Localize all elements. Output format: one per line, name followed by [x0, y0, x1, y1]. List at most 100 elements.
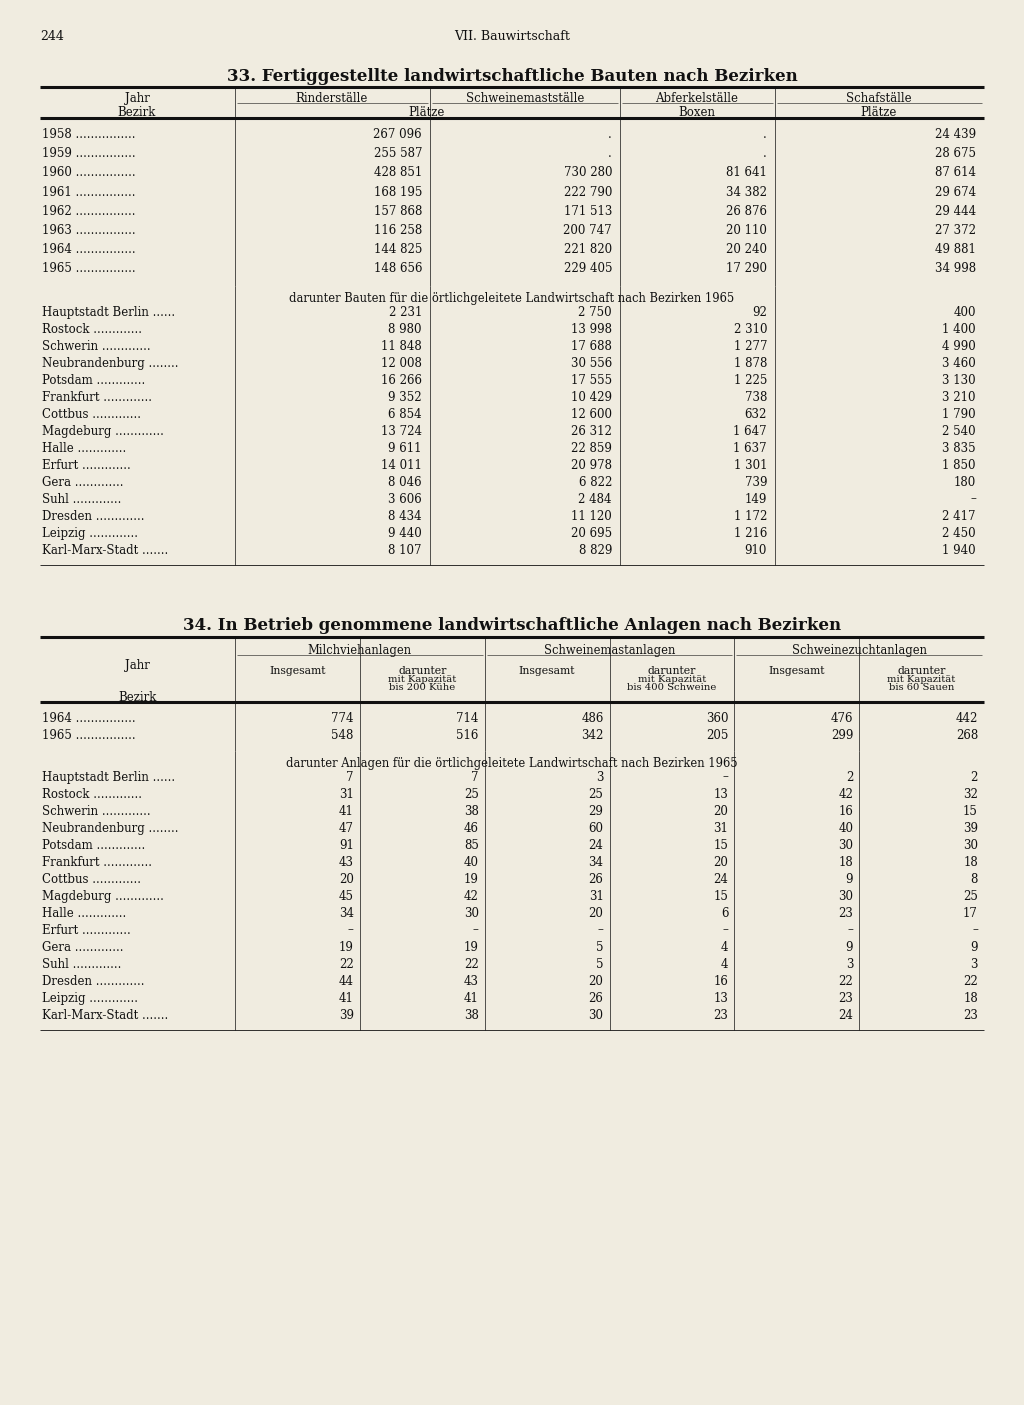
Text: 29 444: 29 444	[935, 205, 976, 218]
Text: 39: 39	[339, 1009, 354, 1021]
Text: 1964 ................: 1964 ................	[42, 243, 135, 256]
Text: 8: 8	[971, 873, 978, 885]
Text: Potsdam .............: Potsdam .............	[42, 374, 145, 386]
Text: 26 312: 26 312	[571, 424, 612, 437]
Text: 157 868: 157 868	[374, 205, 422, 218]
Text: 32: 32	[964, 788, 978, 801]
Text: Schweinemastanlagen: Schweinemastanlagen	[544, 643, 675, 656]
Text: 1 790: 1 790	[942, 407, 976, 420]
Text: 13: 13	[714, 788, 728, 801]
Text: 60: 60	[589, 822, 603, 835]
Text: 3 130: 3 130	[942, 374, 976, 386]
Text: 774: 774	[332, 711, 354, 725]
Text: Boxen: Boxen	[679, 105, 716, 119]
Text: 16 266: 16 266	[381, 374, 422, 386]
Text: 730 280: 730 280	[563, 166, 612, 180]
Text: 20: 20	[589, 906, 603, 920]
Text: 20 978: 20 978	[571, 458, 612, 472]
Text: 1 637: 1 637	[733, 441, 767, 455]
Text: 360: 360	[706, 711, 728, 725]
Text: Milchviehanlagen: Milchviehanlagen	[308, 643, 412, 656]
Text: 19: 19	[464, 873, 478, 885]
Text: Insgesamt: Insgesamt	[768, 666, 825, 676]
Text: 1964 ................: 1964 ................	[42, 711, 135, 725]
Text: 149: 149	[744, 493, 767, 506]
Text: 9: 9	[971, 940, 978, 954]
Text: 17 555: 17 555	[570, 374, 612, 386]
Text: 26 876: 26 876	[726, 205, 767, 218]
Text: 9 352: 9 352	[388, 391, 422, 403]
Text: 28 675: 28 675	[935, 148, 976, 160]
Text: Leipzig .............: Leipzig .............	[42, 992, 138, 1005]
Text: 20 110: 20 110	[726, 223, 767, 237]
Text: 10 429: 10 429	[571, 391, 612, 403]
Text: 15: 15	[714, 839, 728, 851]
Text: 17 688: 17 688	[571, 340, 612, 353]
Text: 43: 43	[464, 975, 478, 988]
Text: 38: 38	[464, 805, 478, 818]
Text: Cottbus .............: Cottbus .............	[42, 873, 141, 885]
Text: 205: 205	[706, 729, 728, 742]
Text: darunter: darunter	[398, 666, 446, 676]
Text: Gera .............: Gera .............	[42, 476, 124, 489]
Text: 19: 19	[464, 940, 478, 954]
Text: Halle .............: Halle .............	[42, 441, 126, 455]
Text: Neubrandenburg ........: Neubrandenburg ........	[42, 357, 178, 370]
Text: 1 301: 1 301	[733, 458, 767, 472]
Text: 16: 16	[714, 975, 728, 988]
Text: Schweinezuchtanlagen: Schweinezuchtanlagen	[792, 643, 927, 656]
Text: 42: 42	[464, 889, 478, 902]
Text: –: –	[723, 770, 728, 784]
Text: 4 990: 4 990	[942, 340, 976, 353]
Text: 41: 41	[339, 805, 354, 818]
Text: 41: 41	[339, 992, 354, 1005]
Text: Erfurt .............: Erfurt .............	[42, 458, 131, 472]
Text: 738: 738	[744, 391, 767, 403]
Text: Bezirk: Bezirk	[118, 105, 157, 119]
Text: 30: 30	[589, 1009, 603, 1021]
Text: 1963 ................: 1963 ................	[42, 223, 135, 237]
Text: 1 172: 1 172	[733, 510, 767, 523]
Text: 23: 23	[839, 906, 853, 920]
Text: 18: 18	[839, 856, 853, 868]
Text: 30 556: 30 556	[570, 357, 612, 370]
Text: bis 60 Sauen: bis 60 Sauen	[889, 683, 954, 691]
Text: 30: 30	[963, 839, 978, 851]
Text: 9: 9	[846, 873, 853, 885]
Text: 23: 23	[714, 1009, 728, 1021]
Text: –: –	[723, 923, 728, 937]
Text: 400: 400	[953, 306, 976, 319]
Text: 6 822: 6 822	[579, 476, 612, 489]
Text: Magdeburg .............: Magdeburg .............	[42, 424, 164, 437]
Text: 244: 244	[40, 30, 63, 44]
Text: 20: 20	[589, 975, 603, 988]
Text: 2: 2	[846, 770, 853, 784]
Text: 1961 ................: 1961 ................	[42, 185, 135, 198]
Text: 180: 180	[953, 476, 976, 489]
Text: 25: 25	[464, 788, 478, 801]
Text: Plätze: Plätze	[861, 105, 897, 119]
Text: 34: 34	[339, 906, 354, 920]
Text: 8 046: 8 046	[388, 476, 422, 489]
Text: 18: 18	[964, 856, 978, 868]
Text: –: –	[970, 493, 976, 506]
Text: 144 825: 144 825	[374, 243, 422, 256]
Text: Cottbus .............: Cottbus .............	[42, 407, 141, 420]
Text: 12 008: 12 008	[381, 357, 422, 370]
Text: .: .	[763, 128, 767, 140]
Text: 31: 31	[714, 822, 728, 835]
Text: 24: 24	[839, 1009, 853, 1021]
Text: 1 277: 1 277	[733, 340, 767, 353]
Text: Gera .............: Gera .............	[42, 940, 124, 954]
Text: 632: 632	[744, 407, 767, 420]
Text: Halle .............: Halle .............	[42, 906, 126, 920]
Text: 24: 24	[714, 873, 728, 885]
Text: 34: 34	[589, 856, 603, 868]
Text: Jahr: Jahr	[125, 659, 150, 672]
Text: 2 310: 2 310	[733, 323, 767, 336]
Text: –: –	[473, 923, 478, 937]
Text: 4: 4	[721, 940, 728, 954]
Text: 31: 31	[339, 788, 354, 801]
Text: 221 820: 221 820	[564, 243, 612, 256]
Text: 44: 44	[339, 975, 354, 988]
